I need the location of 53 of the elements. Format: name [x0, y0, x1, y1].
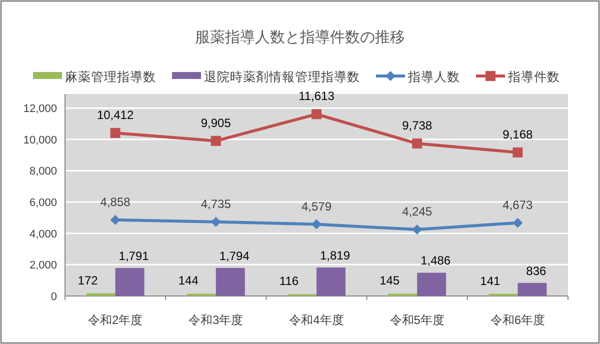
y-tick-label: 12,000	[23, 103, 57, 116]
data-label: 4,673	[502, 198, 534, 212]
x-tick-label: 令和4年度	[289, 313, 344, 327]
legend-label: 退院時薬剤情報管理指導数	[204, 70, 360, 84]
y-tick-label: 8,000	[29, 166, 57, 178]
x-tick-label: 令和2年度	[88, 313, 143, 327]
point	[110, 214, 120, 225]
bar	[86, 293, 116, 296]
data-label: 1,791	[118, 248, 150, 263]
data-label: 10,412	[96, 108, 134, 122]
y-tick-label: 10,000	[23, 134, 57, 146]
data-label: 9,738	[402, 118, 432, 133]
data-label: 9,168	[502, 127, 534, 142]
y-tick-label: 2,000	[29, 260, 57, 272]
point	[512, 218, 523, 228]
bar	[417, 272, 446, 296]
y-tick-label: 6,000	[29, 197, 57, 210]
legend-label: 麻薬管理指導数	[65, 70, 156, 84]
x-tick-label: 令和6年度	[490, 313, 546, 327]
data-label: 141	[480, 274, 501, 288]
point	[312, 109, 322, 120]
data-label: 145	[380, 274, 400, 288]
bar	[518, 282, 547, 296]
chart-title: 服薬指導人数と指導件数の推移	[195, 29, 405, 46]
data-label: 4,245	[402, 204, 432, 219]
point	[110, 128, 120, 138]
data-label: 4,735	[200, 196, 232, 211]
bar	[115, 268, 144, 296]
point	[412, 138, 422, 149]
legend-label: 指導人数	[407, 70, 460, 84]
data-label: 836	[526, 264, 547, 278]
data-label: 11,613	[298, 89, 335, 104]
point	[412, 224, 422, 235]
point	[210, 216, 221, 227]
legend-label: 指導件数	[507, 70, 560, 84]
data-label: 1,486	[420, 254, 451, 268]
data-label: 9,905	[200, 116, 232, 130]
data-label: 1,819	[320, 248, 350, 263]
bar	[216, 268, 245, 296]
y-tick-label: 4,000	[29, 228, 57, 240]
point	[210, 136, 221, 146]
data-label: 144	[178, 274, 199, 288]
data-label: 1,794	[219, 248, 250, 263]
point	[312, 219, 322, 230]
bar	[316, 268, 346, 296]
y-tick-label: 0	[50, 291, 57, 303]
data-label: 116	[279, 274, 299, 288]
data-label: 172	[78, 273, 98, 288]
data-label: 4,579	[301, 199, 332, 214]
point	[512, 147, 523, 158]
data-label: 4,858	[100, 194, 131, 209]
x-tick-label: 令和5年度	[390, 313, 444, 327]
x-tick-label: 令和3年度	[188, 313, 244, 327]
